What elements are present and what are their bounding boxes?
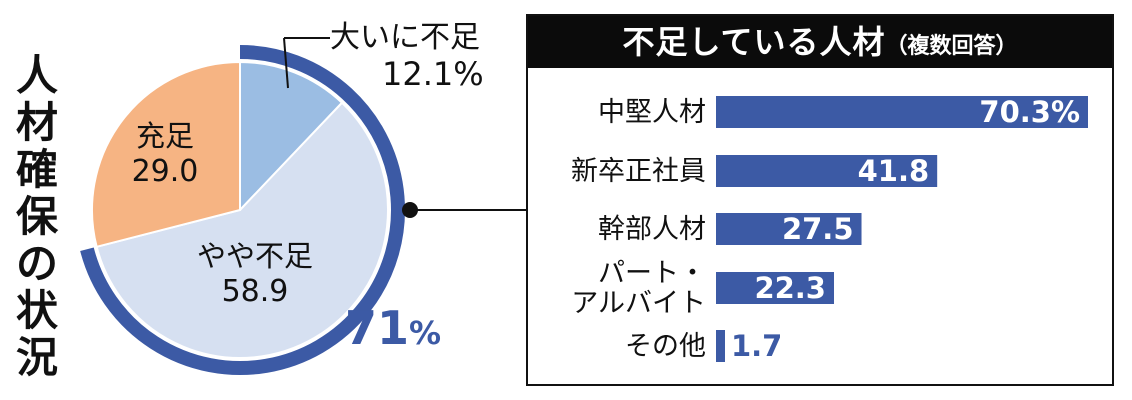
bar-category-label-3-1: アルバイト <box>571 288 706 319</box>
bar-3 <box>716 272 835 304</box>
bar-value-label-0: 70.3% <box>979 95 1080 129</box>
shortage-ring <box>80 45 405 375</box>
pie-slice-slight-shortage <box>95 101 389 359</box>
bar-chart: 70.3% 中堅人材 41.8 新卒正社員 27.5 幹部人材 22.3 パート・アルバイト 1… <box>571 95 1088 363</box>
bar-value-label-3: 22.3 <box>754 271 826 305</box>
bar-chart-panel: 不足している人材（複数回答） 70.3% 中堅人材 41.8 新卒正社員 27.5 幹部人… <box>526 14 1114 386</box>
pie-slice-sufficient <box>91 60 241 249</box>
shortage-total-label: 71% <box>345 303 441 358</box>
bar-0 <box>716 96 1088 128</box>
bar-2 <box>716 213 862 245</box>
pie-slice-great-shortage <box>239 60 344 213</box>
bar-chart-title: 不足している人材 <box>622 23 886 61</box>
bar-4 <box>716 330 725 362</box>
shortage-total-unit: % <box>409 314 442 352</box>
pie-label-sufficient-text: 充足 <box>135 119 194 153</box>
shortage-total-value: 71 <box>345 301 410 355</box>
bar-value-label-2: 27.5 <box>782 212 854 246</box>
chart-title: 人材確保の状況 <box>15 51 58 382</box>
pie-label-sufficient: 充足 29.0 <box>110 118 220 190</box>
bar-category-label-0: 中堅人材 <box>598 97 706 128</box>
bar-category-label-4: その他 <box>625 331 706 362</box>
bar-value-label-4: 1.7 <box>731 329 782 363</box>
pie-label-slight-shortage-text: やや不足 <box>196 239 313 273</box>
pie-chart <box>80 37 526 375</box>
bar-chart-header: 不足している人材（複数回答） <box>528 16 1112 68</box>
bar-value-label-1: 41.8 <box>858 154 930 188</box>
pie-label-slight-shortage-value: 58.9 <box>221 274 289 309</box>
bar-1 <box>716 155 938 187</box>
pie-label-slight-shortage: やや不足 58.9 <box>170 238 340 310</box>
pie-label-great-shortage-text: 大いに不足 <box>330 20 480 55</box>
great-shortage-leader <box>283 37 289 89</box>
pie-label-great-shortage: 大いに不足 12.1% <box>330 20 484 92</box>
bar-category-label-1: 新卒正社員 <box>571 156 706 187</box>
connector-dot <box>402 202 418 218</box>
bar-category-label-2: 幹部人材 <box>598 214 706 245</box>
pie-label-sufficient-value: 29.0 <box>131 154 199 189</box>
pie-label-great-shortage-value: 12.1% <box>382 55 484 93</box>
bar-chart-subtitle: （複数回答） <box>885 34 1018 59</box>
bar-category-label-3-0: パート・ <box>598 258 706 289</box>
